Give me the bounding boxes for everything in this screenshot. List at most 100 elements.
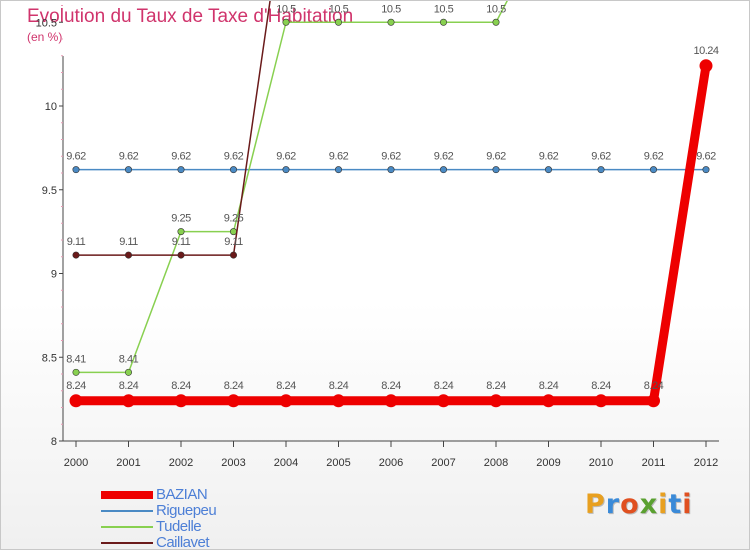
- legend-swatch-caillavet: [101, 542, 153, 544]
- data-label-bazian: 8.24: [224, 380, 244, 392]
- x-tick-label: 2008: [484, 457, 508, 469]
- data-label-riguepeu: 9.62: [224, 151, 244, 163]
- data-point-bazian: [699, 59, 713, 73]
- data-point-bazian: [542, 394, 555, 408]
- data-point-tudelle: [282, 18, 290, 26]
- data-label-riguepeu: 9.62: [66, 151, 86, 163]
- series-line-bazian: [76, 65, 711, 406]
- data-point-bazian: [384, 394, 398, 408]
- chart-title: Evolution du Taux de Taxe d'Habitation: [27, 6, 354, 27]
- data-point-riguepeu: [649, 166, 657, 174]
- legend-item-tudelle: Tudelle: [101, 519, 301, 535]
- data-label-riguepeu: 9.62: [329, 151, 349, 163]
- data-label-bazian: 8.24: [276, 380, 296, 392]
- x-tick-label: 2012: [694, 457, 718, 469]
- data-label-bazian: 8.24: [119, 380, 139, 392]
- x-tick-label: 2004: [274, 457, 298, 469]
- data-point-riguepeu: [387, 166, 395, 174]
- y-tick-label: 8.5: [42, 352, 57, 364]
- x-tick-label: 2001: [116, 457, 140, 469]
- data-point-riguepeu: [492, 166, 500, 174]
- data-label-tudelle: 10.5: [434, 3, 454, 15]
- data-point-bazian: [174, 394, 188, 408]
- data-label-riguepeu: 9.62: [381, 151, 401, 163]
- data-label-bazian: 8.24: [66, 380, 86, 392]
- data-point-caillavet: [72, 251, 80, 259]
- legend-swatch-tudelle: [101, 526, 153, 528]
- chart-subtitle: (en %): [27, 30, 63, 44]
- data-label-tudelle: 10.5: [276, 3, 296, 15]
- y-tick-label: 10: [45, 101, 57, 113]
- y-tick-label: 8: [51, 436, 57, 448]
- legend-label-riguepeu: Riguepeu: [156, 502, 217, 519]
- data-point-riguepeu: [544, 166, 552, 174]
- x-tick-label: 2006: [379, 457, 403, 469]
- data-point-tudelle: [125, 368, 133, 376]
- x-tick-label: 2009: [536, 457, 560, 469]
- data-label-layer: 8.24 8.24 8.24 8.24 8.24 8.24 8.24 8.24 8.24 8.24…: [66, 3, 719, 392]
- data-point-bazian: [332, 394, 345, 408]
- data-point-riguepeu: [282, 166, 290, 174]
- data-point-bazian: [69, 394, 83, 408]
- legend-swatch-bazian: [101, 491, 153, 499]
- data-point-caillavet: [125, 251, 133, 259]
- data-point-riguepeu: [177, 166, 185, 174]
- x-tick-label: 2005: [326, 457, 350, 469]
- data-label-riguepeu: 9.62: [119, 151, 139, 163]
- data-label-caillavet: 9.11: [172, 236, 191, 248]
- data-point-bazian: [122, 394, 135, 408]
- data-label-riguepeu: 9.62: [486, 151, 506, 163]
- data-point-tudelle: [230, 228, 238, 236]
- data-point-bazian: [437, 394, 450, 408]
- x-tick-label: 2011: [642, 457, 666, 469]
- data-label-bazian: 8.24: [434, 380, 454, 392]
- series-layer: [69, 1, 713, 408]
- x-tick-label: 2002: [169, 457, 193, 469]
- x-tick-label: 2003: [221, 457, 245, 469]
- data-point-riguepeu: [125, 166, 133, 174]
- data-label-riguepeu: 9.62: [696, 151, 716, 163]
- data-point-tudelle: [177, 228, 185, 236]
- y-tick-label: 9: [51, 269, 57, 281]
- data-point-riguepeu: [72, 166, 80, 174]
- legend-label-caillavet: Caillavet: [156, 534, 210, 551]
- legend-item-caillavet: Caillavet: [101, 535, 301, 551]
- data-label-bazian: 8.24: [644, 380, 664, 392]
- data-label-riguepeu: 9.62: [644, 151, 664, 163]
- x-tick-label: 2007: [431, 457, 455, 469]
- series-line-tudelle: [76, 1, 508, 374]
- data-label-tudelle: 9.25: [224, 213, 244, 225]
- data-label-bazian: 8.24: [539, 380, 559, 392]
- data-label-tudelle: 9.25: [171, 213, 191, 225]
- data-point-riguepeu: [230, 166, 238, 174]
- data-point-bazian: [279, 394, 293, 408]
- data-label-bazian: 10.24: [693, 45, 718, 57]
- x-tick-label: 2000: [64, 457, 88, 469]
- legend-item-riguepeu: Riguepeu: [101, 503, 301, 519]
- proxiti-logo: Proxiti: [585, 489, 693, 520]
- data-label-caillavet: 9.11: [67, 236, 86, 248]
- data-point-tudelle: [439, 18, 447, 26]
- data-label-tudelle: 10.5: [381, 3, 401, 15]
- data-label-riguepeu: 9.62: [539, 151, 559, 163]
- data-label-riguepeu: 9.62: [434, 151, 454, 163]
- data-point-bazian: [489, 394, 503, 408]
- data-point-riguepeu: [702, 166, 710, 174]
- data-point-caillavet: [177, 251, 185, 259]
- data-point-caillavet: [230, 251, 238, 259]
- data-point-riguepeu: [439, 166, 447, 174]
- data-label-bazian: 8.24: [591, 380, 611, 392]
- y-tick-label: 9.5: [42, 185, 57, 197]
- data-point-tudelle: [492, 18, 500, 26]
- data-label-riguepeu: 9.62: [171, 151, 191, 163]
- data-label-tudelle: 8.41: [66, 353, 86, 365]
- chart-legend: BAZIAN Riguepeu Tudelle Caillavet: [101, 487, 301, 551]
- legend-swatch-riguepeu: [101, 510, 153, 512]
- data-label-caillavet: 9.11: [119, 236, 138, 248]
- data-point-bazian: [227, 394, 240, 408]
- data-label-tudelle: 10.5: [329, 3, 349, 15]
- data-point-tudelle: [387, 18, 395, 26]
- legend-item-bazian: BAZIAN: [101, 487, 301, 503]
- data-label-bazian: 8.24: [381, 380, 401, 392]
